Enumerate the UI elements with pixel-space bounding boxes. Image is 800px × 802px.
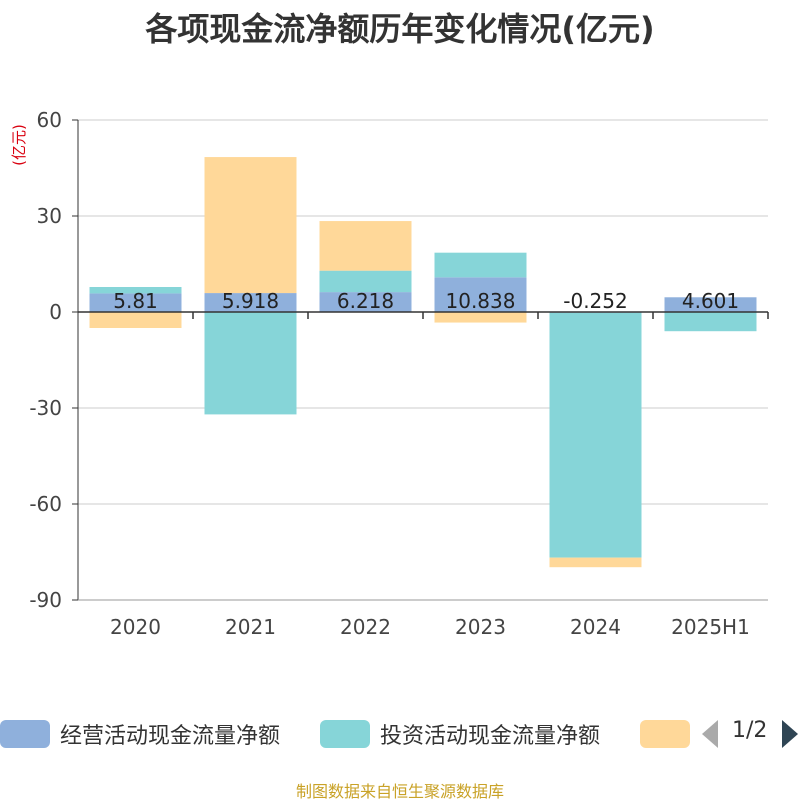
bar-operating (319, 292, 412, 312)
chart-plot-area: 60 30 0 -30 -60 -90 2020 2021 2022 2023 2024 2025H1… (10, 108, 769, 639)
data-label: 5.918 (222, 289, 279, 313)
triangle-right-icon[interactable] (782, 720, 798, 748)
bar-operating (664, 297, 757, 312)
legend: 经营活动现金流量净额 投资活动现金流量净额 1/2 (0, 716, 800, 756)
bar-financing (89, 312, 182, 328)
legend-item-financing[interactable] (640, 716, 690, 752)
y-tick-label: -30 (29, 396, 62, 420)
bar-operating (204, 293, 297, 312)
bar-operating (89, 293, 182, 312)
source-note: 制图数据来自恒生聚源数据库 (295, 782, 504, 801)
grid-lines (78, 119, 768, 601)
bar-investing (319, 270, 412, 293)
x-tick-label: 2024 (570, 615, 621, 639)
x-tick-label: 2022 (340, 615, 391, 639)
legend-page-indicator: 1/2 (732, 718, 768, 743)
legend-label-investing: 投资活动现金流量净额 (380, 724, 601, 749)
x-tick-label: 2023 (455, 615, 506, 639)
y-tick-label: 60 (37, 108, 62, 132)
bar-investing (434, 252, 527, 278)
triangle-left-icon[interactable] (702, 720, 718, 748)
y-tick-label: 30 (37, 204, 62, 228)
data-label: 4.601 (682, 289, 739, 313)
chart-title: 各项现金流净额历年变化情况(亿元) (145, 10, 655, 48)
legend-swatch-investing (320, 720, 370, 748)
legend-item-investing[interactable]: 投资活动现金流量净额 (320, 716, 600, 752)
legend-pager: 1/2 (700, 716, 800, 752)
legend-label-operating: 经营活动现金流量净额 (60, 724, 281, 749)
bar-financing (319, 221, 412, 271)
legend-swatch-financing (640, 720, 690, 748)
bar-financing (204, 157, 297, 294)
y-tick-label: -60 (29, 492, 62, 516)
axes: 60 30 0 -30 -60 -90 2020 2021 2022 2023 2024 2025H1 (29, 108, 769, 639)
data-label: 10.838 (446, 289, 516, 313)
bar-investing (664, 312, 757, 332)
x-tick-label: 2025H1 (671, 615, 750, 639)
data-label: 5.81 (113, 289, 158, 313)
bar-investing (204, 312, 297, 415)
bar-financing (434, 312, 527, 323)
data-labels: 5.81 5.918 6.218 10.838 -0.252 4.601 (113, 289, 739, 313)
y-axis-unit-label: (亿元) (10, 124, 28, 166)
data-label: 6.218 (337, 289, 394, 313)
x-tick-label: 2020 (110, 615, 161, 639)
data-label: -0.252 (563, 289, 627, 313)
bar-investing (549, 312, 642, 558)
y-tick-label: 0 (49, 300, 62, 324)
x-tick-label: 2021 (225, 615, 276, 639)
y-tick-label: -90 (29, 588, 62, 612)
legend-item-operating[interactable]: 经营活动现金流量净额 (0, 716, 280, 752)
legend-swatch-operating (0, 720, 50, 748)
bar-operating (434, 277, 527, 312)
bar-financing (549, 557, 642, 568)
bars (89, 157, 757, 568)
bar-investing (89, 287, 182, 294)
